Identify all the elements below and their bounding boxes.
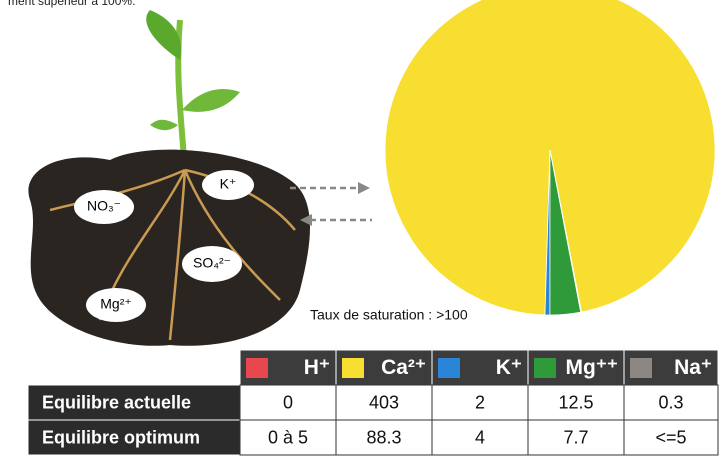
data-cell bbox=[527, 419, 625, 456]
header-label: Ca²⁺ bbox=[381, 356, 426, 379]
data-cell bbox=[239, 384, 337, 421]
cell-value: <=5 bbox=[655, 427, 686, 447]
data-cell bbox=[431, 384, 529, 421]
table: H⁺ Ca²⁺ K⁺ Mg⁺⁺ Na⁺ Equilibre actuelle 0 403 2 12… bbox=[27, 349, 719, 456]
color-swatch bbox=[630, 358, 652, 378]
leaf bbox=[146, 10, 182, 60]
ion-bubble bbox=[86, 288, 146, 322]
cell-value: 403 bbox=[369, 392, 399, 412]
ion-label: Mg²⁺ bbox=[100, 296, 132, 312]
ion-bubble bbox=[182, 246, 242, 282]
data-cell bbox=[335, 419, 433, 456]
color-swatch bbox=[342, 358, 364, 378]
header-label: H⁺ bbox=[304, 356, 330, 379]
arrow-head bbox=[300, 214, 312, 226]
intro-text: ment supérieur à 100%. bbox=[8, 0, 135, 8]
pie-chart bbox=[384, 0, 716, 316]
header-label: Na⁺ bbox=[674, 356, 712, 379]
header-label: Mg⁺⁺ bbox=[566, 356, 619, 379]
pie-slice bbox=[384, 0, 716, 316]
cell-value: 2 bbox=[475, 392, 485, 412]
cell-value: 0.3 bbox=[658, 392, 683, 412]
ion-label: SO₄²⁻ bbox=[193, 255, 231, 271]
leaf bbox=[150, 119, 178, 131]
color-swatch bbox=[534, 358, 556, 378]
header-label: K⁺ bbox=[496, 356, 522, 379]
roots bbox=[49, 168, 296, 341]
data-cell bbox=[239, 419, 337, 456]
row-label: Equilibre actuelle bbox=[42, 392, 191, 412]
data-cell bbox=[431, 419, 529, 456]
ion-label: NO₃⁻ bbox=[87, 198, 121, 214]
saturation-label: Taux de saturation : >100 bbox=[310, 307, 468, 323]
ion-label: K⁺ bbox=[220, 176, 237, 192]
leaf bbox=[182, 89, 240, 112]
data-cell bbox=[335, 384, 433, 421]
cell-value: 12.5 bbox=[558, 392, 593, 412]
ion-bubble bbox=[74, 190, 134, 224]
cell-value: 0 à 5 bbox=[268, 427, 308, 447]
row-label: Equilibre optimum bbox=[42, 427, 200, 447]
pie-slice bbox=[549, 149, 582, 313]
soil bbox=[28, 149, 310, 346]
data-cell bbox=[623, 419, 719, 456]
row-label-cell bbox=[27, 419, 241, 456]
ion-bubble bbox=[202, 170, 254, 200]
cell-value: 88.3 bbox=[366, 427, 401, 447]
color-swatch bbox=[246, 358, 268, 378]
cell-value: 0 bbox=[283, 392, 293, 412]
data-cell bbox=[527, 384, 625, 421]
color-swatch bbox=[438, 358, 460, 378]
cell-value: 4 bbox=[475, 427, 485, 447]
arrow-head bbox=[358, 182, 370, 194]
cell-value: 7.7 bbox=[563, 427, 588, 447]
